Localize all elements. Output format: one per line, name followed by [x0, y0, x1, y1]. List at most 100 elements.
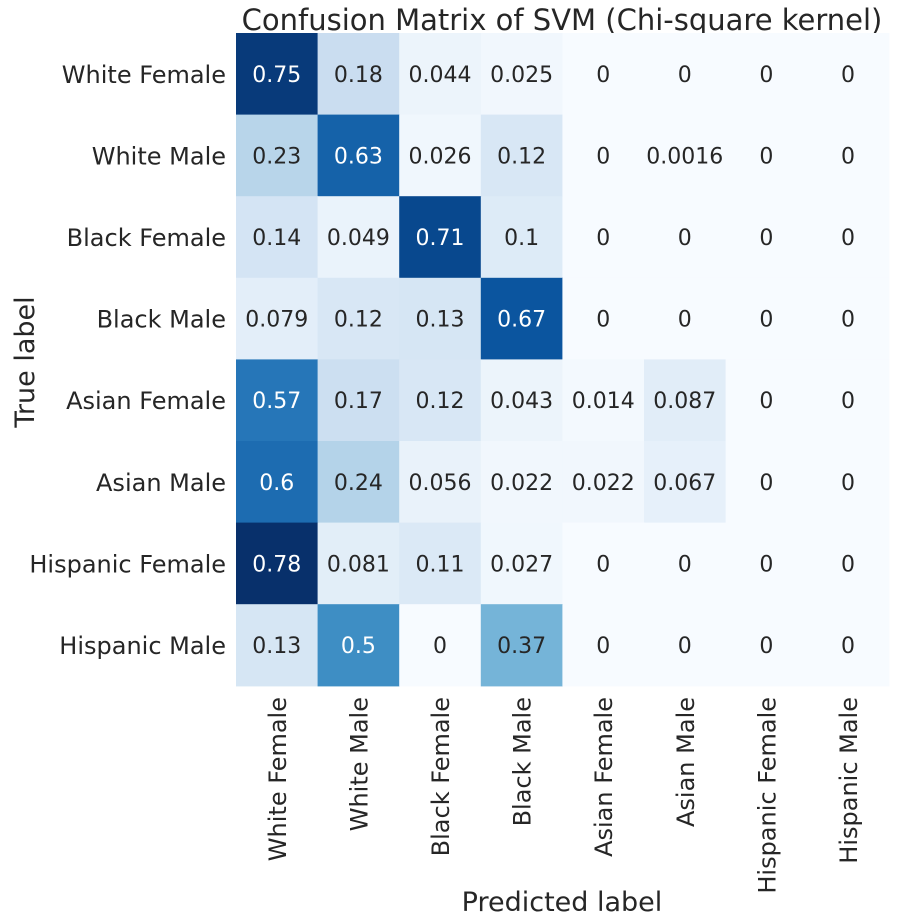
cell-value-label: 0.6 — [259, 471, 294, 496]
heatmap-cell — [236, 441, 319, 524]
cell-value-label: 0.022 — [572, 471, 635, 496]
cell-value-label: 0.043 — [490, 389, 553, 414]
cell-value-label: 0 — [596, 634, 610, 659]
x-tick-label: White Male — [345, 697, 373, 831]
x-tick-label: Black Female — [427, 697, 455, 856]
x-axis-label: Predicted label — [462, 887, 663, 918]
cell-value-label: 0 — [841, 389, 855, 414]
cell-value-label: 0.13 — [416, 308, 465, 333]
cell-value-label: 0 — [759, 471, 773, 496]
y-tick-label: Black Female — [67, 224, 226, 252]
heatmap-cell — [807, 359, 890, 442]
cell-value-label: 0.0016 — [646, 144, 723, 169]
heatmap-cell — [480, 522, 563, 605]
cell-value-label: 0.044 — [409, 63, 472, 88]
heatmap-cell — [644, 114, 727, 197]
cell-value-label: 0.067 — [653, 471, 716, 496]
chart-title: Confusion Matrix of SVM (Chi-square kern… — [242, 3, 883, 37]
heatmap-cell-labels: 0.75 0.18 0.044 0.025 0 0 0 0 0.23 0.63 0.026 0.12 0… — [245, 63, 855, 659]
cell-value-label: 0 — [433, 634, 447, 659]
heatmap-cell — [562, 277, 645, 360]
heatmap-cell — [399, 114, 482, 197]
heatmap-cell — [236, 359, 319, 442]
heatmap-cell — [480, 277, 563, 360]
heatmap-cell — [807, 441, 890, 524]
y-axis-label: True label — [10, 296, 41, 428]
cell-value-label: 0 — [841, 226, 855, 251]
cell-value-label: 0 — [759, 308, 773, 333]
cell-value-label: 0 — [678, 308, 692, 333]
heatmap-cell — [317, 604, 400, 687]
heatmap-cell — [807, 604, 890, 687]
cell-value-label: 0.12 — [416, 389, 465, 414]
cell-value-label: 0 — [841, 144, 855, 169]
cell-value-label: 0 — [596, 308, 610, 333]
cell-value-label: 0.079 — [245, 308, 308, 333]
heatmap-cell — [725, 441, 808, 524]
heatmap-cell — [807, 522, 890, 605]
cell-value-label: 0.1 — [504, 226, 539, 251]
heatmap-cell — [317, 359, 400, 442]
heatmap-cell — [480, 604, 563, 687]
cell-value-label: 0 — [596, 63, 610, 88]
heatmap-cell — [236, 196, 319, 279]
x-tick-label: White Female — [264, 697, 292, 861]
cell-value-label: 0.12 — [497, 144, 546, 169]
cell-value-label: 0 — [841, 63, 855, 88]
heatmap-cell — [317, 277, 400, 360]
cell-value-label: 0 — [678, 63, 692, 88]
y-tick-label: White Female — [62, 61, 226, 89]
heatmap-cell — [562, 441, 645, 524]
heatmap-cell — [399, 604, 482, 687]
cell-value-label: 0 — [841, 471, 855, 496]
heatmap-cell — [480, 196, 563, 279]
cell-value-label: 0.5 — [341, 634, 376, 659]
y-tick-label: Asian Female — [66, 387, 226, 415]
heatmap-cell — [236, 33, 319, 116]
x-tick-labels: White Female White Male Black Female Black … — [264, 697, 863, 894]
heatmap-cell — [480, 33, 563, 116]
x-tick-label: Asian Male — [672, 697, 700, 827]
heatmap-cell — [807, 196, 890, 279]
heatmap-cell — [562, 196, 645, 279]
heatmap-cell — [807, 114, 890, 197]
cell-value-label: 0 — [678, 552, 692, 577]
heatmap-cell — [725, 604, 808, 687]
cell-value-label: 0.17 — [334, 389, 383, 414]
cell-value-label: 0.026 — [409, 144, 472, 169]
cell-value-label: 0 — [759, 63, 773, 88]
heatmap-cell — [317, 114, 400, 197]
cell-value-label: 0.18 — [334, 63, 383, 88]
heatmap-cell — [399, 196, 482, 279]
cell-value-label: 0.13 — [252, 634, 301, 659]
heatmap-cell — [644, 604, 727, 687]
cell-value-label: 0 — [759, 389, 773, 414]
cell-value-label: 0.087 — [653, 389, 716, 414]
heatmap-cell — [236, 604, 319, 687]
cell-value-label: 0.24 — [334, 471, 383, 496]
cell-value-label: 0 — [678, 226, 692, 251]
cell-value-label: 0.37 — [497, 634, 546, 659]
cell-value-label: 0.11 — [416, 552, 465, 577]
heatmap-cell — [399, 33, 482, 116]
x-tick-label: Asian Female — [590, 697, 618, 857]
heatmap-cell — [562, 604, 645, 687]
heatmap-cell — [562, 114, 645, 197]
heatmap-cell — [399, 359, 482, 442]
cell-value-label: 0 — [759, 226, 773, 251]
heatmap-cell — [562, 522, 645, 605]
cell-value-label: 0.78 — [252, 552, 301, 577]
heatmap-cell — [807, 33, 890, 116]
heatmap-cell — [725, 114, 808, 197]
heatmap-cells — [236, 33, 890, 687]
heatmap-cell — [317, 522, 400, 605]
heatmap-cell — [480, 441, 563, 524]
cell-value-label: 0.014 — [572, 389, 635, 414]
heatmap-cell — [236, 114, 319, 197]
heatmap-cell — [562, 33, 645, 116]
heatmap-cell — [317, 196, 400, 279]
heatmap-cell — [399, 441, 482, 524]
heatmap-cell — [725, 522, 808, 605]
heatmap-cell — [725, 277, 808, 360]
